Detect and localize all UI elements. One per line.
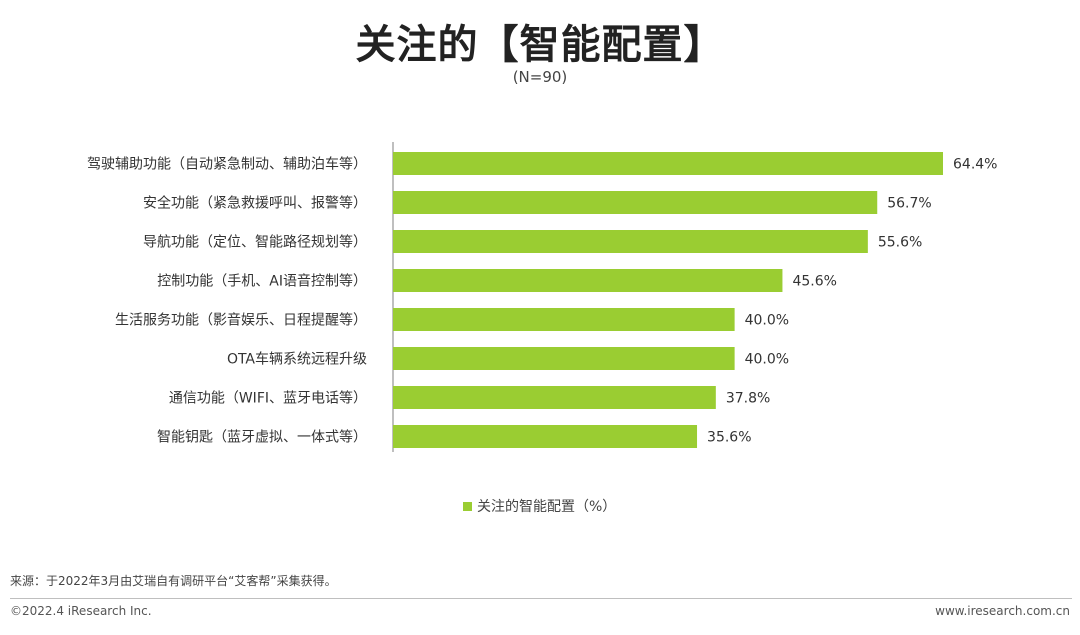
bar (393, 425, 698, 448)
legend-swatch (463, 501, 472, 511)
copyright-text: ©2022.4 iResearch Inc. (10, 604, 152, 618)
data-label: 40.0% (745, 352, 789, 368)
bar (393, 386, 716, 409)
category-label: 生活服务功能（影音娱乐、日程提醒等） (115, 312, 367, 329)
category-label: 智能钥匙（蓝牙虚拟、一体式等） (157, 429, 367, 446)
category-label: 控制功能（手机、AI语音控制等） (157, 273, 367, 290)
footer-divider (10, 598, 1072, 599)
bar (393, 269, 783, 292)
legend-label: 关注的智能配置（%） (477, 499, 617, 515)
bar-chart: 驾驶辅助功能（自动紧急制动、辅助泊车等） 64.4% 安全功能（紧急救援呼叫、报警等… (87, 142, 997, 452)
chart-subtitle: (N=90) (512, 68, 568, 86)
chart-legend: 关注的智能配置（%） (463, 496, 616, 516)
data-label: 45.6% (792, 274, 836, 290)
bar (393, 230, 868, 253)
data-label: 64.4% (953, 157, 997, 173)
category-label: 安全功能（紧急救援呼叫、报警等） (143, 195, 367, 212)
category-label: 驾驶辅助功能（自动紧急制动、辅助泊车等） (87, 156, 367, 173)
bar (393, 347, 735, 370)
category-label: 导航功能（定位、智能路径规划等） (143, 234, 367, 251)
category-label: OTA车辆系统远程升级 (227, 351, 367, 368)
category-label: 通信功能（WIFI、蓝牙电话等） (169, 390, 367, 407)
data-label: 40.0% (745, 313, 789, 329)
chart-title: 关注的【智能配置】 (355, 22, 725, 68)
bar (393, 308, 735, 331)
bar (393, 191, 878, 214)
data-label: 35.6% (707, 430, 751, 446)
website-link[interactable]: www.iresearch.com.cn (935, 604, 1070, 618)
bar (393, 152, 943, 175)
data-label: 55.6% (878, 235, 922, 251)
source-note: 来源：于2022年3月由艾瑞自有调研平台“艾客帮”采集获得。 (10, 574, 337, 588)
data-label: 37.8% (726, 391, 770, 407)
data-label: 56.7% (887, 196, 931, 212)
